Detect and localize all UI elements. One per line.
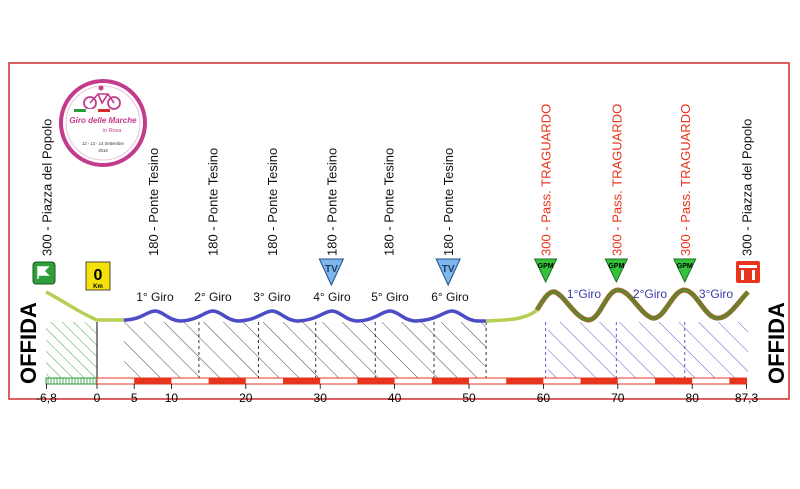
- logo-dates: 12 - 13 - 14 Settembre: [82, 141, 125, 146]
- flat-circuit-route-line: [123, 309, 486, 323]
- transfer-route-line: [485, 308, 539, 323]
- waypoint-label: 180 - Ponte Tesino: [324, 148, 339, 256]
- lap-label: 4° Giro: [313, 290, 351, 304]
- zero-km-badge: 0 Km: [85, 261, 111, 291]
- finish-arch-icon: [736, 261, 760, 283]
- climb-circuit-hatch: [548, 322, 748, 378]
- axis-tick-label: 87,3: [735, 391, 759, 405]
- waypoint-label: 300 - Pass. TRAGUARDO: [678, 104, 693, 256]
- lap-label: 5° Giro: [371, 290, 409, 304]
- lap-label: 1° Giro: [136, 290, 174, 304]
- gpm-climb-icon: GPM: [604, 258, 629, 284]
- axis-tick-label: 70: [611, 391, 625, 405]
- axis-red-segment: [283, 378, 321, 384]
- tv-badge-shape: [318, 258, 345, 287]
- gpm-badge-shape: [672, 258, 697, 284]
- race-logo: Giro delle Marche in Rosa 12 - 13 - 14 S…: [59, 79, 147, 167]
- tv-badge-label: TV: [442, 264, 455, 275]
- gpm-badge-label: GPM: [608, 263, 624, 270]
- gpm-badge-shape: [533, 258, 558, 284]
- lap-label: 2° Giro: [194, 290, 232, 304]
- waypoint-label: 300 - Piazza del Popolo: [740, 119, 755, 256]
- profile-frame: [8, 62, 790, 400]
- axis-red-segment: [208, 378, 246, 384]
- logo-title: Giro delle Marche: [69, 116, 137, 125]
- axis-tick-label: 0: [94, 391, 101, 405]
- zero-km-unit: Km: [93, 284, 103, 290]
- axis-red-segment: [729, 378, 747, 384]
- zero-km-value: 0: [94, 267, 103, 284]
- axis-tick-label: 30: [314, 391, 328, 405]
- transfer-route-line: [45, 290, 124, 322]
- transfer-hatch: [46, 322, 97, 378]
- start-town-label: OFFIDA: [16, 302, 41, 384]
- gpm-badge-label: GPM: [538, 263, 554, 270]
- logo-year: 2016: [98, 148, 108, 153]
- lap-label: 3°Giro: [699, 287, 733, 301]
- waypoint-label: 180 - Ponte Tesino: [146, 148, 161, 256]
- lap-label: 3° Giro: [253, 290, 291, 304]
- gpm-climb-icon: GPM: [672, 258, 697, 284]
- finish-town-label: OFFIDA: [764, 302, 789, 384]
- lap-label: 1°Giro: [567, 287, 601, 301]
- axis-tick-label: 50: [462, 391, 476, 405]
- axis-tick-label: 60: [537, 391, 551, 405]
- lap-label: 2°Giro: [633, 287, 667, 301]
- waypoint-label: 180 - Ponte Tesino: [441, 148, 456, 256]
- lap-label: 6° Giro: [431, 290, 469, 304]
- axis-red-segment: [431, 378, 469, 384]
- axis-red-segment: [134, 378, 172, 384]
- axis-tick-label: 40: [388, 391, 402, 405]
- axis-tick-label: -6,8: [36, 391, 57, 405]
- tv-sprint-icon: TV: [318, 258, 345, 287]
- gpm-badge-label: GPM: [677, 263, 693, 270]
- logo-subtitle: in Rosa: [103, 128, 122, 134]
- axis-red-segment: [655, 378, 693, 384]
- bicycle-icon: [83, 85, 121, 110]
- start-flag-icon: [32, 261, 56, 285]
- axis-tick-label: 5: [131, 391, 138, 405]
- tv-badge-label: TV: [325, 264, 338, 275]
- tv-badge-shape: [435, 258, 461, 287]
- flat-circuit-hatch: [124, 322, 486, 378]
- waypoint-label: 180 - Ponte Tesino: [382, 148, 397, 256]
- ground-hatching: [46, 322, 748, 378]
- waypoint-label: 180 - Ponte Tesino: [205, 148, 220, 256]
- waypoint-label: 300 - Piazza del Popolo: [39, 119, 54, 256]
- axis-red-segment: [506, 378, 544, 384]
- axis-tick-label: 10: [165, 391, 179, 405]
- tv-sprint-icon: TV: [435, 258, 461, 287]
- waypoint-label: 300 - Pass. TRAGUARDO: [539, 104, 554, 256]
- axis-tick-label: 20: [239, 391, 253, 405]
- climb-circuit-route-line: [536, 288, 749, 321]
- waypoint-label: 300 - Pass. TRAGUARDO: [609, 104, 624, 256]
- gpm-climb-icon: GPM: [533, 258, 558, 284]
- axis-red-segment: [357, 378, 395, 384]
- waypoint-label: 180 - Ponte Tesino: [265, 148, 280, 256]
- axis-red-segment: [580, 378, 618, 384]
- gpm-badge-shape: [604, 258, 629, 284]
- axis-tick-label: 80: [686, 391, 700, 405]
- axis-bar: [96, 377, 748, 385]
